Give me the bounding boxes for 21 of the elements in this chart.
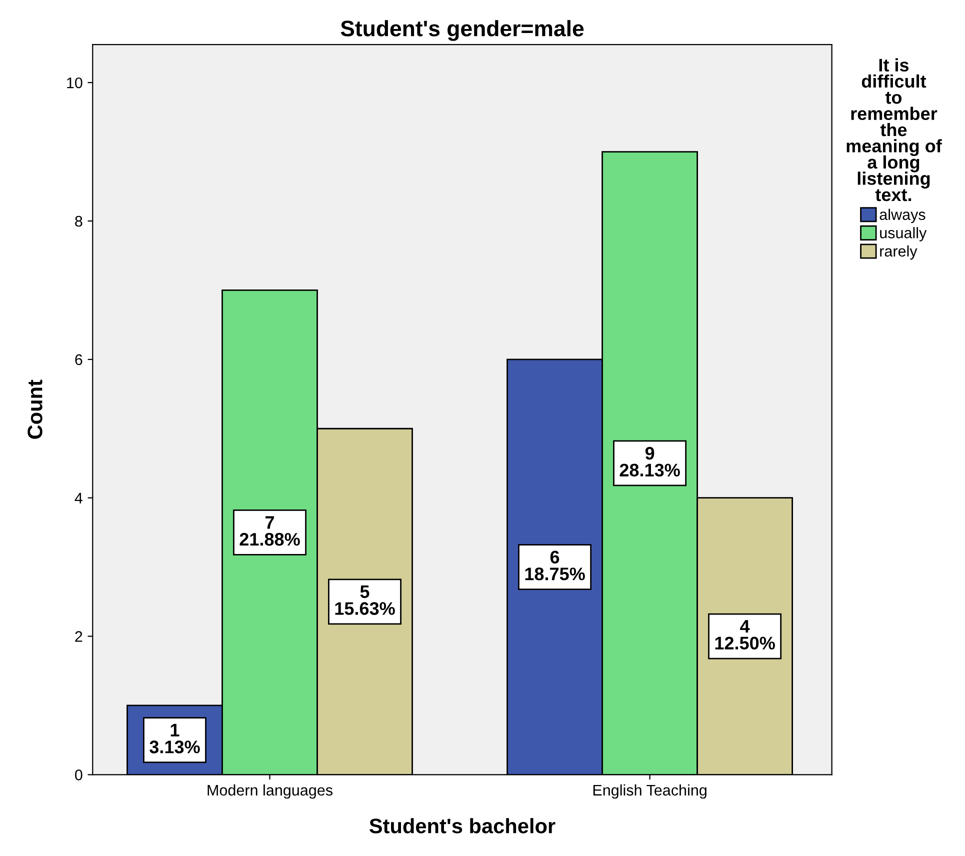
data-label: 7 21.88% <box>240 516 300 546</box>
legend-label: rarely <box>880 245 918 260</box>
x-tick-label: Modern languages <box>208 784 332 799</box>
chart-title: Student's gender=male <box>340 20 584 41</box>
x-tick-label: English Teaching <box>593 784 706 799</box>
data-label: 1 3.13% <box>150 724 200 754</box>
data-label: 6 18.75% <box>525 550 585 580</box>
x-axis-title: Student's bachelor <box>369 818 556 834</box>
y-tick-label: 2 <box>75 631 82 642</box>
text: It is difficult to remember the meaning of a long listening text. <box>846 58 942 202</box>
y-tick-label: 10 <box>67 77 82 88</box>
data-label: 9 28.13% <box>620 446 680 477</box>
data-label: 5 15.63% <box>335 585 395 615</box>
y-tick-label: 4 <box>74 492 82 504</box>
y-tick-label: 8 <box>75 216 82 227</box>
legend-label: always <box>880 208 926 224</box>
data-label: 4 12.50% <box>715 620 775 650</box>
y-tick-label: 6 <box>75 354 82 366</box>
y-tick-label: 0 <box>75 770 82 780</box>
y-axis-title: Count <box>28 380 42 439</box>
legend-label: usually <box>880 227 927 242</box>
